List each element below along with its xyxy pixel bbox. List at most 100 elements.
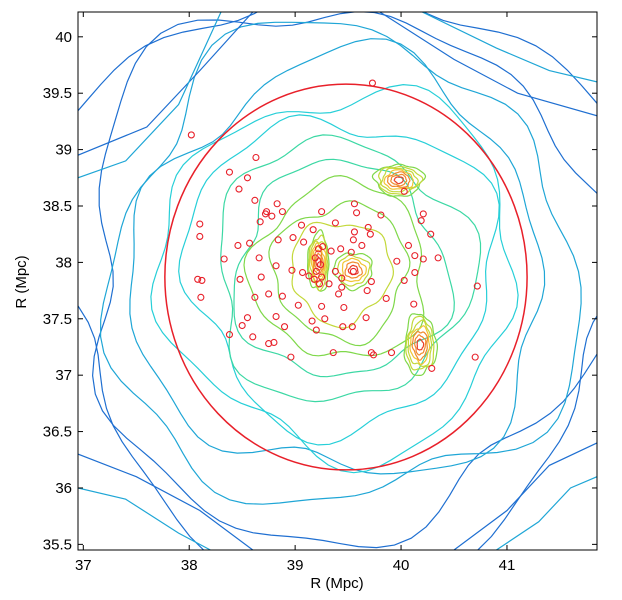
data-point	[428, 364, 436, 372]
data-point	[400, 276, 408, 284]
contour-line	[220, 134, 482, 403]
data-point	[358, 241, 366, 250]
data-point	[251, 196, 259, 204]
y-axis-label: R (Mpc)	[13, 255, 30, 308]
data-point	[404, 241, 413, 250]
y-tick-label: 38	[55, 254, 72, 271]
contour-line	[78, 12, 254, 156]
contour-line	[390, 173, 408, 187]
contour-line	[99, 21, 582, 505]
x-tick-label: 40	[393, 557, 410, 574]
data-point	[400, 187, 408, 195]
data-point	[298, 268, 307, 277]
data-point	[235, 185, 243, 193]
contour-line	[371, 163, 427, 197]
data-point	[434, 254, 442, 262]
data-point	[243, 314, 252, 322]
data-point	[419, 255, 427, 263]
contour-line	[344, 261, 363, 279]
data-point	[196, 232, 204, 240]
data-point	[335, 290, 343, 298]
contour-line	[78, 453, 254, 550]
data-point	[369, 351, 378, 359]
data-point	[348, 323, 356, 331]
data-point	[366, 230, 374, 238]
galaxy-points	[187, 79, 481, 372]
data-point	[325, 280, 333, 288]
contour-line	[78, 12, 597, 550]
data-point	[350, 200, 358, 208]
y-tick-label: 37.5	[43, 311, 72, 328]
data-point	[187, 131, 195, 139]
data-point	[251, 293, 259, 301]
data-point	[220, 255, 228, 263]
contour-line	[178, 114, 500, 446]
data-point	[272, 262, 280, 270]
y-tick-label: 40	[55, 29, 72, 46]
density-contours	[78, 12, 597, 550]
data-point	[236, 275, 244, 283]
y-tick-label: 39	[55, 142, 72, 159]
data-point	[377, 211, 385, 219]
plot-frame	[77, 11, 598, 551]
contour-line	[403, 313, 439, 376]
data-point	[427, 230, 435, 238]
data-point	[350, 228, 358, 236]
contour-line	[379, 12, 597, 117]
contour-line	[416, 338, 425, 351]
data-point	[255, 254, 263, 262]
data-point	[265, 340, 273, 348]
y-tick-label: 36	[55, 480, 72, 497]
data-point	[368, 79, 377, 87]
contour-line	[150, 83, 519, 474]
data-point	[318, 208, 326, 216]
data-point	[337, 245, 345, 253]
data-point	[318, 302, 326, 310]
contour-line	[268, 200, 411, 347]
data-point	[278, 208, 286, 216]
data-point	[382, 294, 390, 303]
contour-line	[310, 242, 327, 284]
data-point	[278, 292, 286, 300]
data-point	[261, 210, 270, 218]
data-point	[256, 218, 264, 226]
data-point	[471, 353, 479, 361]
data-point	[289, 234, 297, 242]
contour-line	[411, 331, 428, 361]
data-point	[321, 315, 329, 323]
data-point	[347, 248, 355, 256]
contour-line	[393, 176, 404, 185]
data-point	[331, 219, 339, 227]
data-point	[311, 254, 319, 262]
data-point	[338, 274, 346, 282]
y-tick-label: 36.5	[43, 424, 72, 441]
data-point	[315, 280, 324, 288]
data-point	[249, 333, 257, 341]
data-point	[257, 273, 265, 281]
data-point	[288, 266, 296, 274]
data-point	[473, 282, 481, 290]
data-point	[196, 220, 204, 228]
data-point	[410, 300, 418, 308]
data-point	[274, 236, 282, 244]
data-point	[411, 252, 419, 260]
data-point	[246, 239, 254, 247]
contour-line	[414, 334, 427, 356]
contour-line	[315, 256, 322, 268]
y-tick-label: 35.5	[43, 536, 72, 553]
data-point	[280, 323, 289, 331]
data-point	[225, 331, 234, 339]
data-point	[411, 268, 419, 277]
data-point	[329, 349, 337, 357]
data-point	[308, 317, 316, 325]
data-point	[318, 273, 326, 281]
data-point	[367, 349, 375, 357]
data-point	[317, 261, 325, 269]
data-point	[268, 212, 276, 220]
data-point	[349, 267, 357, 275]
contour-line	[378, 165, 424, 195]
contour-line	[129, 38, 546, 475]
data-point	[309, 226, 317, 234]
data-point	[272, 312, 280, 321]
data-point	[287, 353, 295, 361]
